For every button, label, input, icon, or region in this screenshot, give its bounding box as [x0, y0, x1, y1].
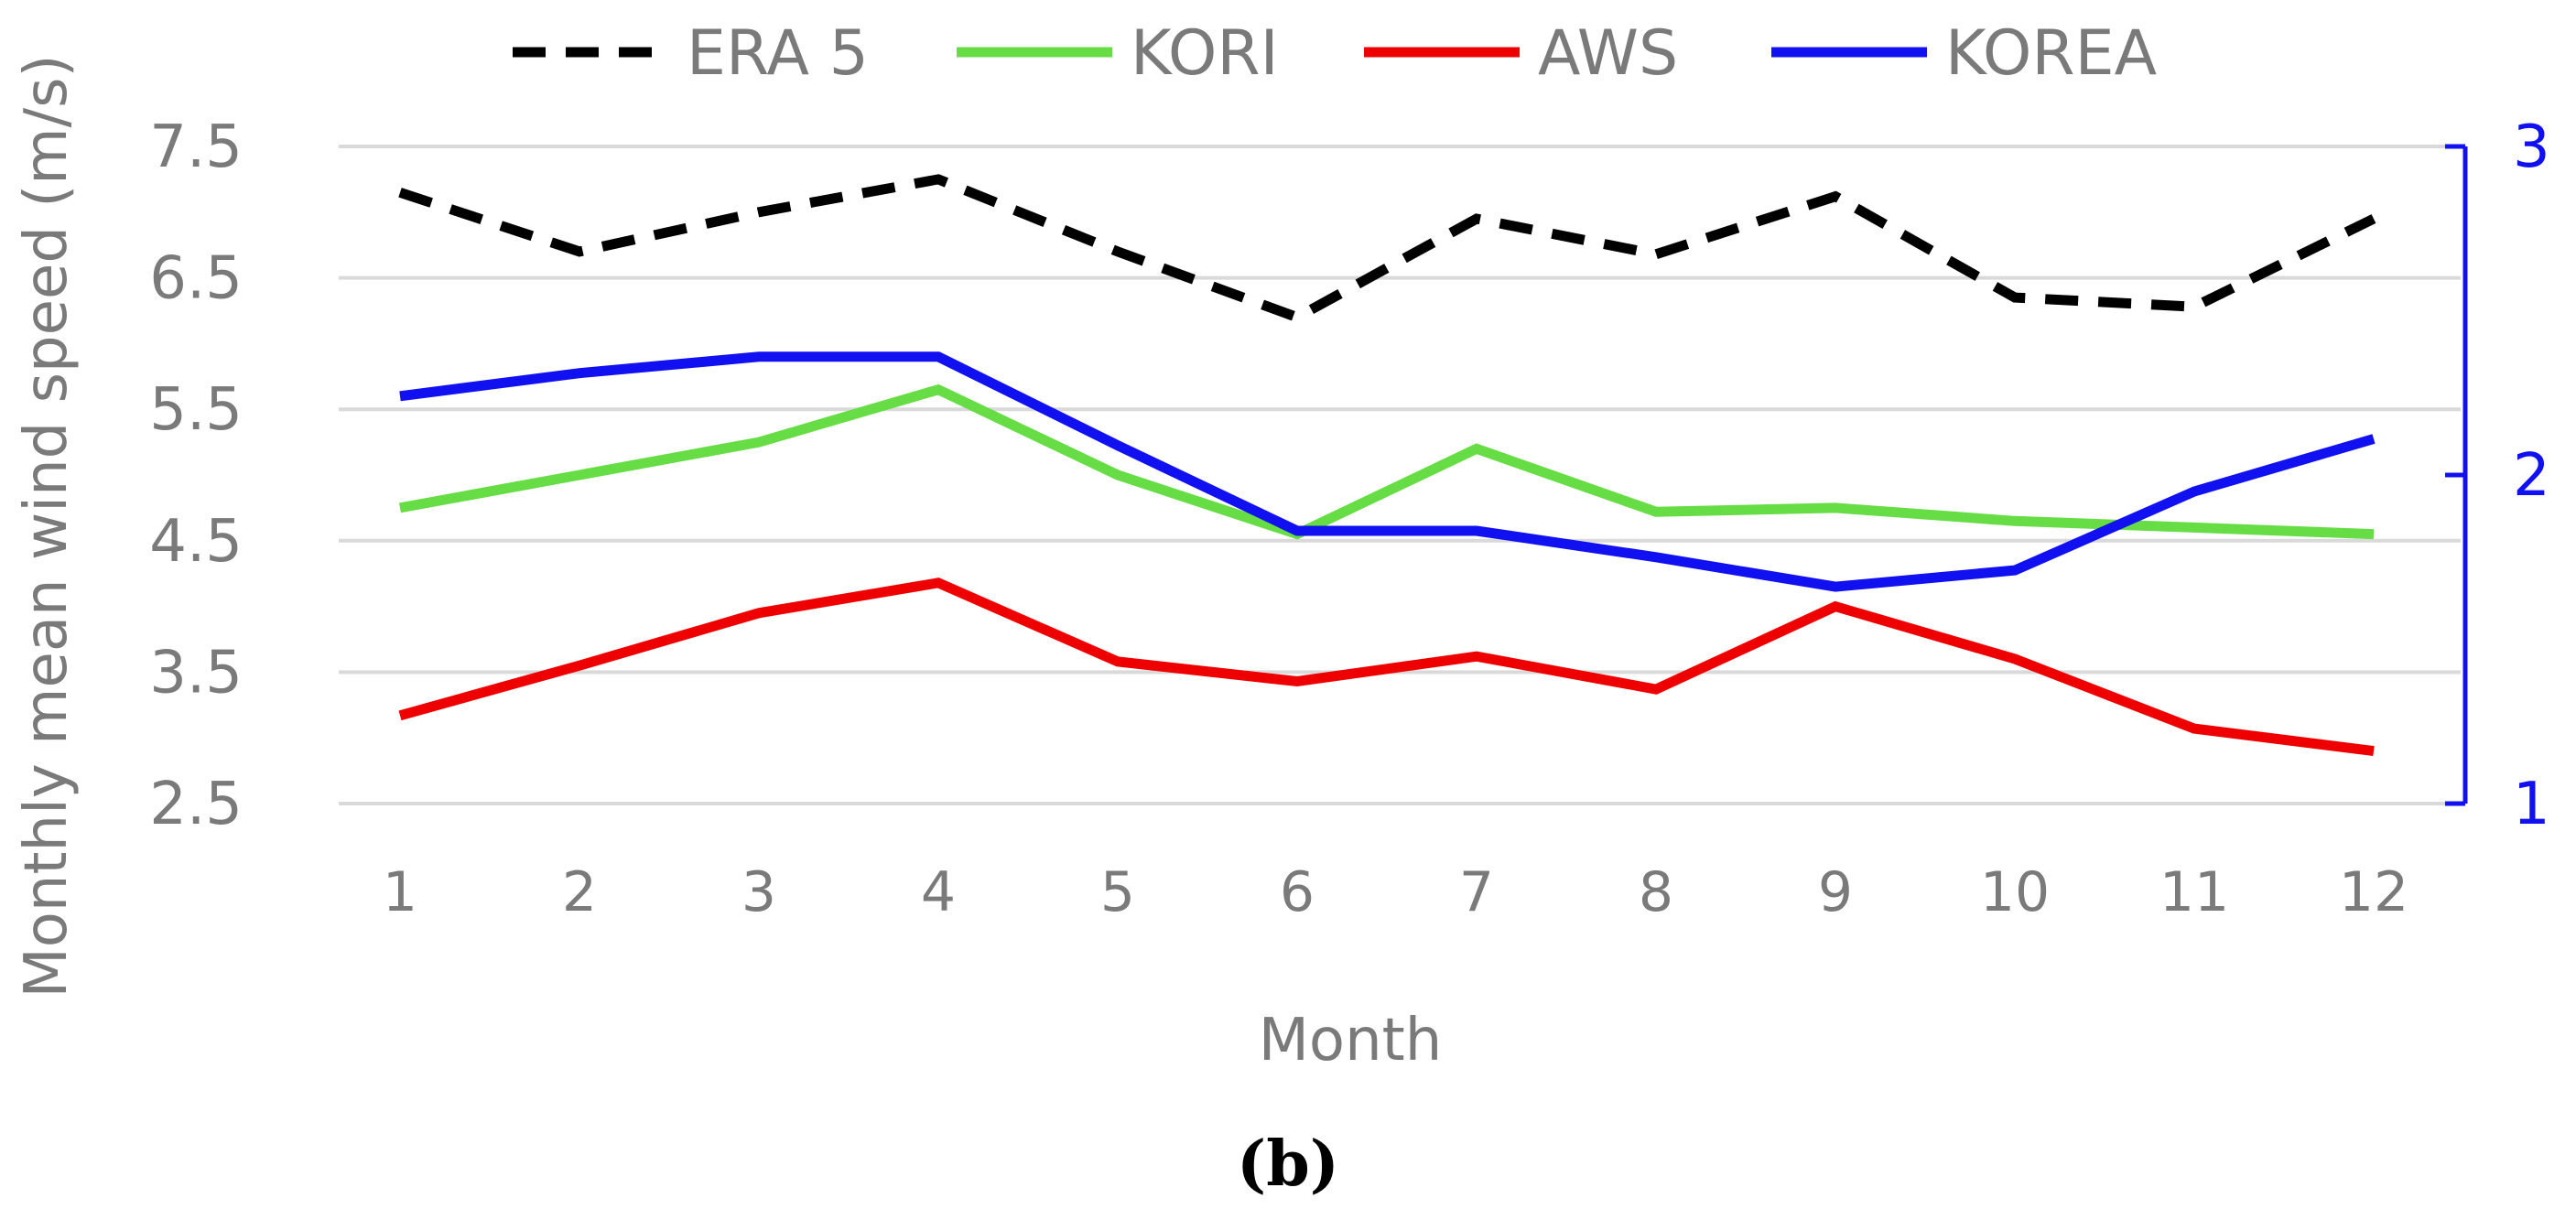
x-tick-label: 4	[921, 860, 956, 924]
x-tick-label: 2	[562, 860, 597, 924]
x-axis-title: Month	[1259, 1007, 1443, 1074]
series-line-era-5	[398, 174, 2376, 323]
y-tick-label: 5.5	[149, 376, 243, 444]
x-tick-label: 7	[1459, 860, 1494, 924]
y-tick-label: 4.5	[149, 508, 243, 576]
legend-label-era-5: ERA 5	[687, 17, 869, 90]
x-tick-label: 6	[1280, 860, 1315, 924]
panel-label: (b)	[1237, 1128, 1339, 1201]
x-tick-label: 11	[2159, 860, 2229, 924]
gridlines	[339, 145, 2461, 805]
series-line-aws	[398, 578, 2375, 757]
x-tick-label: 1	[383, 860, 417, 924]
y-tick-label: 2.5	[149, 771, 243, 838]
legend: ERA 5 KORI AWS KOREA	[513, 17, 2157, 90]
y2-tick-label: 1	[2513, 771, 2550, 838]
series-line-kori	[399, 383, 2375, 540]
series-lines	[398, 174, 2376, 757]
y-tick-label: 6.5	[149, 245, 243, 313]
x-tick-label: 8	[1639, 860, 1673, 924]
x-tick-label: 12	[2339, 860, 2408, 924]
x-tick-label: 5	[1100, 860, 1135, 924]
y-tick-label: 7.5	[149, 113, 243, 181]
legend-label-kori: KORI	[1131, 17, 1279, 90]
series-line-korea	[399, 351, 2376, 592]
y2-tick-label: 2	[2513, 442, 2550, 510]
legend-label-korea: KOREA	[1945, 17, 2157, 90]
legend-label-aws: AWS	[1538, 17, 1678, 90]
y2-tick-label: 3	[2513, 113, 2550, 181]
y-tick-label: 3.5	[149, 639, 243, 707]
x-tick-label: 10	[1980, 860, 2050, 924]
y-axis-title: Monthly mean wind speed (m/s)	[13, 55, 81, 999]
x-tick-label: 3	[741, 860, 776, 924]
x-tick-label: 9	[1818, 860, 1853, 924]
